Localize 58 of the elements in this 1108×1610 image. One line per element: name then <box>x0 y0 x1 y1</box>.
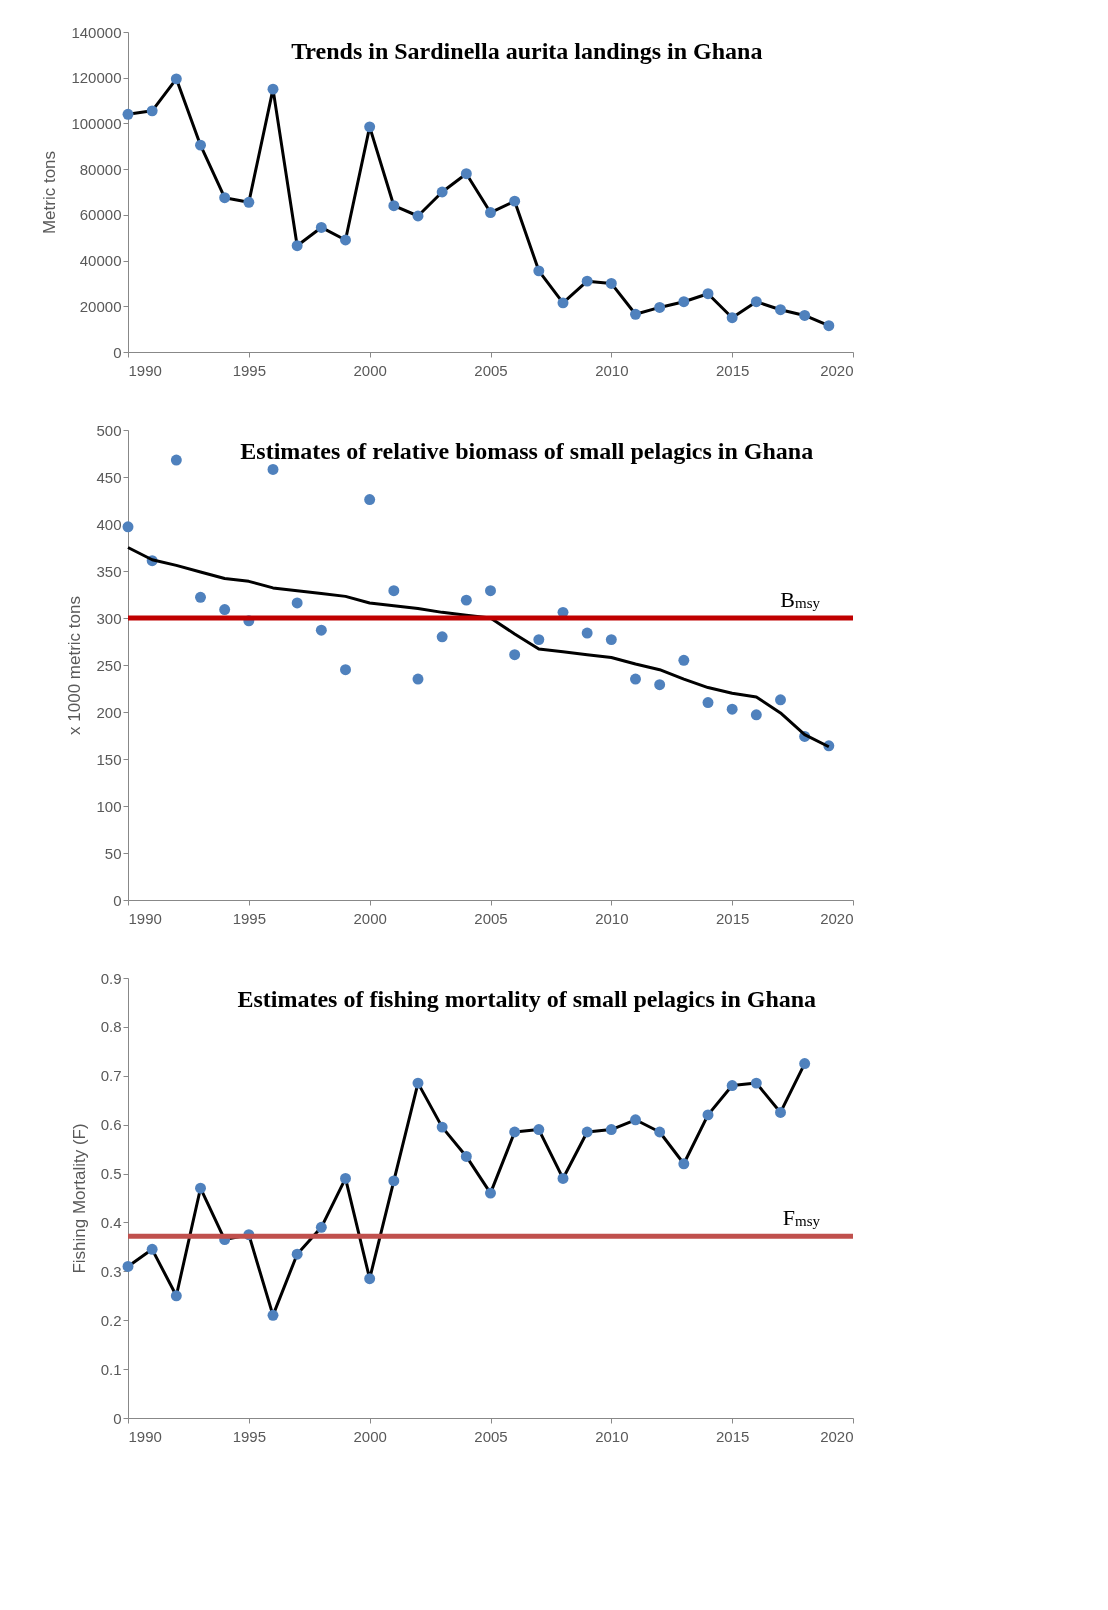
chart-title: Trends in Sardinella aurita landings in Ghana <box>291 38 763 64</box>
x-tick-label: 2020 <box>820 909 854 927</box>
y-tick-label: 0.8 <box>100 1018 122 1036</box>
x-tick-label: 2000 <box>353 1427 387 1445</box>
y-tick-label: 0 <box>113 1409 122 1427</box>
chart-title: Estimates of fishing mortality of small pelagics in Ghana <box>237 986 817 1012</box>
y-tick-label: 300 <box>96 609 122 627</box>
y-tick-label: 40000 <box>79 252 122 270</box>
y-tick-label: 0 <box>113 343 122 361</box>
y-tick-label: 50 <box>104 844 122 862</box>
chart-title: Estimates of relative biomass of small pelagics in Ghana <box>240 438 814 464</box>
y-tick-label: 20000 <box>79 297 122 315</box>
x-tick-label: 2005 <box>474 361 508 379</box>
x-tick-label: 1990 <box>128 1427 162 1445</box>
y-tick-label: 140000 <box>71 23 122 41</box>
y-tick-label: 60000 <box>79 206 122 224</box>
y-tick-label: 0.5 <box>100 1165 122 1183</box>
x-tick-label: 2005 <box>474 909 508 927</box>
y-tick-label: 200 <box>96 703 122 721</box>
y-tick-label: 80000 <box>79 160 122 178</box>
x-tick-label: 2015 <box>715 361 750 379</box>
x-tick-label: 1990 <box>128 361 162 379</box>
y-tick-label: 0.6 <box>100 1116 122 1134</box>
x-tick-label: 1990 <box>128 909 162 927</box>
y-tick-label: 0.3 <box>100 1262 122 1280</box>
y-tick-label: 0.2 <box>100 1311 122 1329</box>
y-tick-label: 250 <box>96 656 122 674</box>
x-tick-label: 2000 <box>353 909 387 927</box>
y-tick-label: 0 <box>113 891 122 909</box>
y-tick-label: 400 <box>96 515 122 533</box>
x-tick-label: 2000 <box>353 361 387 379</box>
y-tick-label: 0.4 <box>100 1213 122 1231</box>
x-tick-label: 2015 <box>715 1427 750 1445</box>
x-tick-label: 2015 <box>715 909 750 927</box>
y-tick-label: 0.7 <box>100 1067 122 1085</box>
x-tick-label: 2010 <box>595 361 629 379</box>
y-axis-title: x 1000 metric tons <box>65 596 85 735</box>
y-tick-label: 100000 <box>71 114 122 132</box>
y-tick-label: 100 <box>96 797 122 815</box>
y-tick-label: 350 <box>96 562 122 580</box>
y-tick-label: 0.9 <box>100 969 122 987</box>
y-axis-title: Metric tons <box>40 150 60 235</box>
x-tick-label: 2010 <box>595 1427 629 1445</box>
x-tick-label: 2020 <box>820 361 854 379</box>
x-tick-label: 2010 <box>595 909 629 927</box>
y-tick-label: 0.1 <box>100 1360 122 1378</box>
x-tick-label: 2020 <box>820 1427 854 1445</box>
x-tick-label: 1995 <box>232 1427 267 1445</box>
y-tick-label: 150 <box>96 750 122 768</box>
x-tick-label: 1995 <box>232 361 267 379</box>
ref-line-label: Bmsy <box>780 587 821 612</box>
x-tick-label: 2005 <box>474 1427 508 1445</box>
y-axis-title: Fishing Mortality (F) <box>69 1123 89 1274</box>
y-tick-label: 500 <box>96 421 122 439</box>
y-tick-label: 120000 <box>71 69 122 87</box>
ref-line-label: Fmsy <box>782 1205 821 1231</box>
y-tick-label: 450 <box>96 468 122 486</box>
x-tick-label: 1995 <box>232 909 267 927</box>
